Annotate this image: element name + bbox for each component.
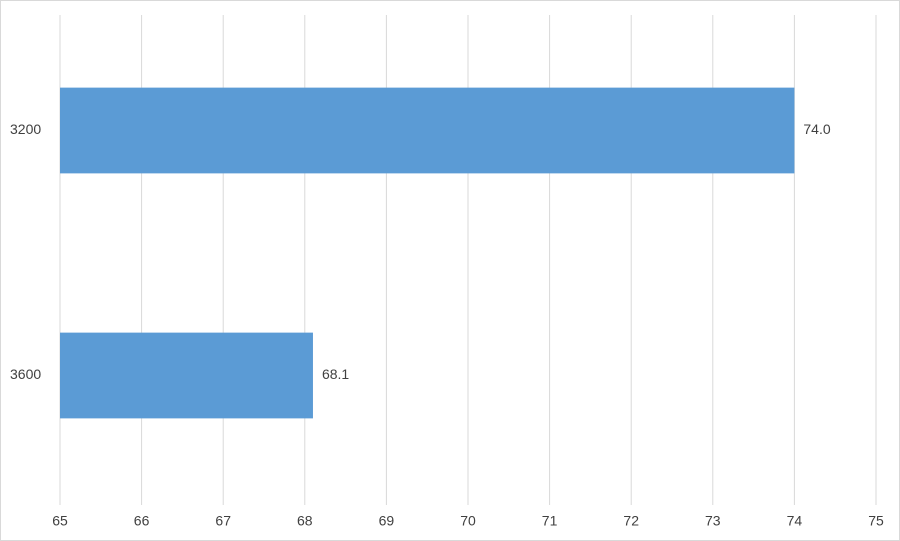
x-tick-label: 71 xyxy=(542,513,558,529)
x-tick-label: 73 xyxy=(705,513,721,529)
data-label: 74.0 xyxy=(803,121,830,137)
x-tick-label: 68 xyxy=(297,513,313,529)
data-label: 68.1 xyxy=(322,366,349,382)
x-tick-label: 66 xyxy=(134,513,150,529)
bar xyxy=(60,87,795,174)
x-tick-label: 72 xyxy=(623,513,639,529)
x-tick-label: 67 xyxy=(215,513,231,529)
y-tick-label: 3600 xyxy=(10,366,41,382)
x-tick-label: 74 xyxy=(787,513,803,529)
y-tick-label: 3200 xyxy=(10,121,41,137)
x-tick-label: 65 xyxy=(52,513,68,529)
x-tick-label: 70 xyxy=(460,513,476,529)
x-tick-label: 75 xyxy=(868,513,884,529)
x-tick-label: 69 xyxy=(379,513,395,529)
bar xyxy=(60,332,313,419)
